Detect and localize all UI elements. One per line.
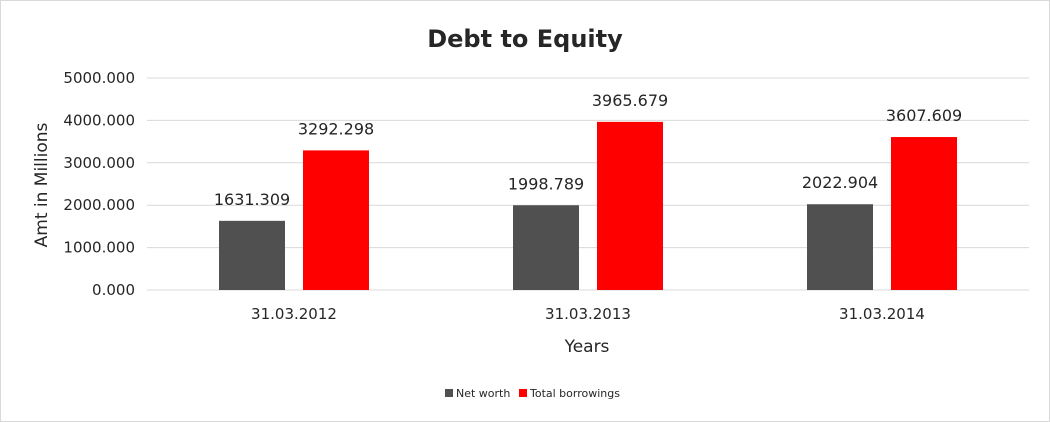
bar-net-worth (513, 205, 579, 290)
bar-net-worth (807, 204, 873, 290)
chart-title: Debt to Equity (427, 25, 623, 53)
legend-label: Net worth (456, 387, 510, 400)
bar-net-worth (219, 220, 285, 290)
data-label: 2022.904 (802, 173, 878, 192)
y-tick-label: 0.000 (92, 281, 135, 299)
bar-total-borrowings (891, 137, 957, 290)
x-tick-label: 31.03.2013 (545, 305, 631, 323)
data-label: 1631.309 (214, 190, 290, 209)
y-tick-label: 1000.000 (63, 239, 135, 257)
legend-swatch (445, 389, 453, 397)
legend-label: Total borrowings (529, 387, 620, 400)
y-axis-title: Amt in Millions (32, 122, 52, 247)
x-axis-title: Years (564, 337, 610, 357)
y-tick-label: 3000.000 (63, 154, 135, 172)
data-label: 3607.609 (886, 106, 962, 125)
y-tick-label: 2000.000 (63, 196, 135, 214)
gridlines (147, 77, 1029, 291)
x-tick-label: 31.03.2014 (839, 305, 925, 323)
bars: 1631.309 3292.298 1998.789 3965.679 2022.904… (214, 91, 962, 290)
data-label: 3965.679 (592, 91, 668, 110)
y-axis-ticks: 0.000 1000.000 2000.000 3000.000 4000.000 500… (63, 69, 135, 299)
legend-swatch (519, 389, 527, 397)
y-tick-label: 4000.000 (63, 111, 135, 129)
x-tick-label: 31.03.2012 (251, 305, 337, 323)
y-tick-label: 5000.000 (63, 69, 135, 87)
data-label: 3292.298 (298, 119, 374, 138)
bar-total-borrowings (303, 150, 369, 290)
x-axis-ticks: 31.03.2012 31.03.2013 31.03.2014 (251, 305, 925, 323)
bar-total-borrowings (597, 121, 663, 290)
legend: Net worth Total borrowings (445, 387, 620, 400)
data-label: 1998.789 (508, 174, 584, 193)
